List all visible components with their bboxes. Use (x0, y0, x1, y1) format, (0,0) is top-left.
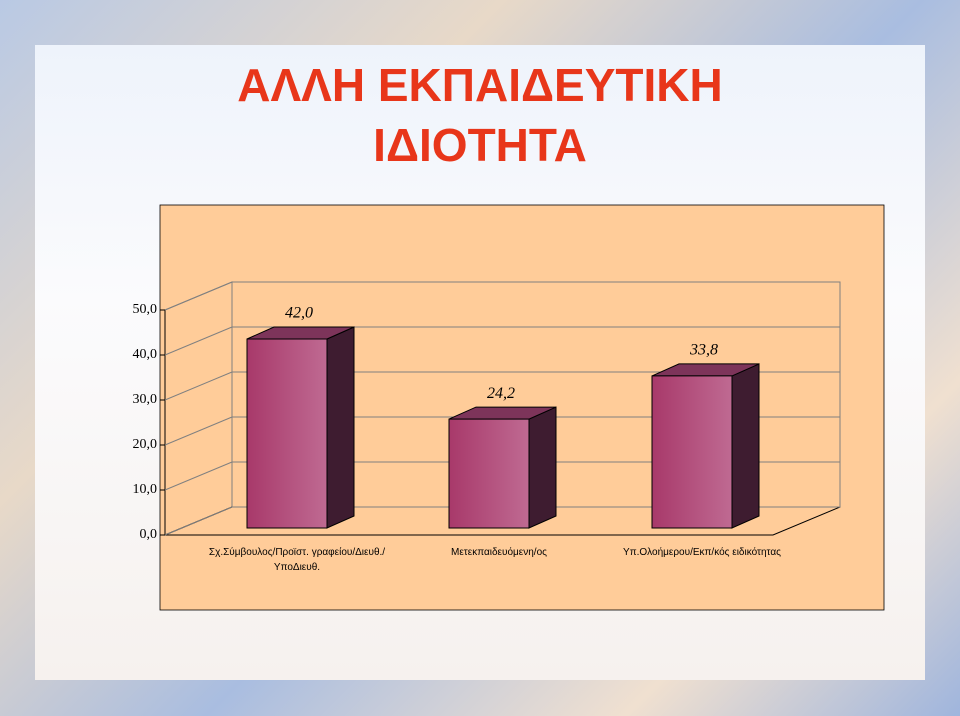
y-tick-label: 50,0 (133, 302, 158, 317)
bar-front (651, 375, 733, 529)
y-tick-label: 0,0 (140, 527, 158, 542)
bar-side (528, 406, 557, 529)
bar-side (731, 363, 760, 529)
grid-line-side (164, 416, 233, 446)
slide-title: ΑΛΛΗ ΕΚΠΑΙΔΕΥΤΙΚΗ ΙΔΙΟΤΗΤΑ (237, 59, 723, 171)
bar (448, 406, 557, 529)
grid-line-side (164, 461, 233, 491)
value-label: 42,0 (285, 305, 313, 322)
bar (246, 326, 355, 529)
x-tick-label: Μετεκπαιδευόμενη/ος (451, 547, 547, 558)
value-label: 33,8 (689, 342, 718, 359)
side-wall (164, 281, 233, 536)
y-tick-label: 10,0 (133, 482, 158, 497)
x-tick-label: Υπ.Ολοήμερου/Εκπ/κός ειδικότητας (623, 547, 781, 558)
grid-line (164, 281, 840, 311)
bar-side (326, 326, 355, 529)
bar-front (246, 338, 328, 529)
grid-line-side (164, 326, 233, 356)
value-label: 24,2 (487, 385, 515, 402)
bar-front (448, 418, 530, 529)
x-tick-label: Σχ.Σύμβουλος/Προϊστ. γραφείου/Διευθ./Υπο… (208, 547, 386, 573)
y-tick-label: 30,0 (133, 392, 158, 407)
bar (651, 363, 760, 529)
grid-line-side (164, 281, 233, 311)
grid-line-side (164, 506, 233, 536)
y-tick-label: 40,0 (133, 347, 158, 362)
grid-line-side (164, 371, 233, 401)
y-tick-label: 20,0 (133, 437, 158, 452)
